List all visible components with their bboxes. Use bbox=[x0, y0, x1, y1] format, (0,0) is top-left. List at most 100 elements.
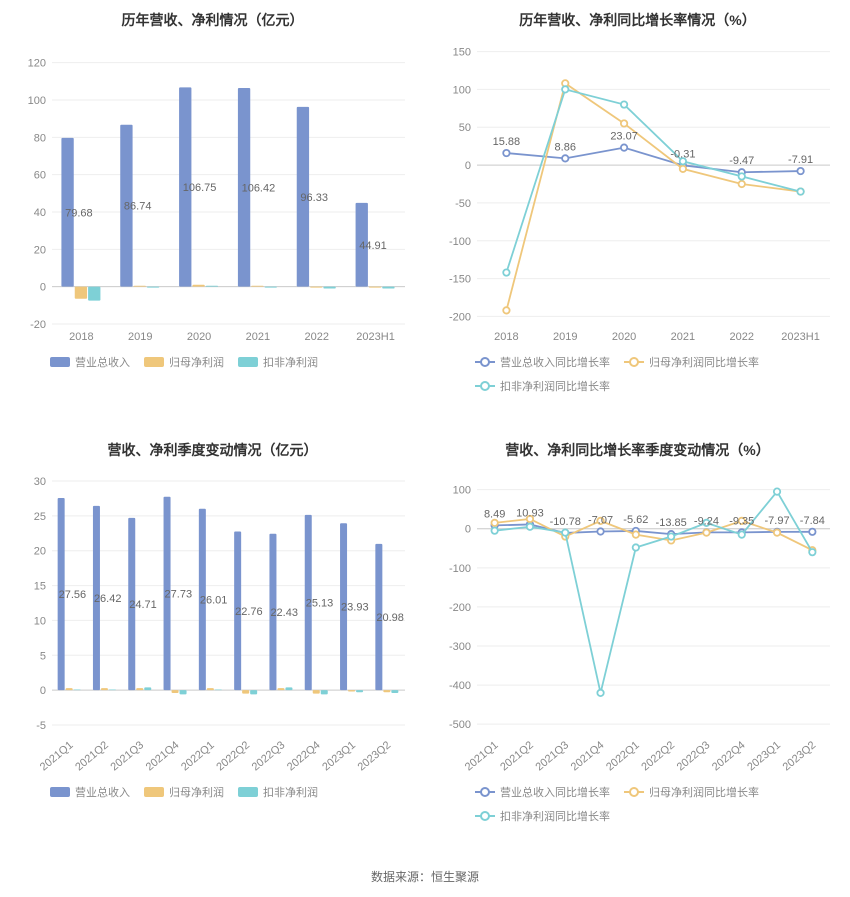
svg-text:2022Q2: 2022Q2 bbox=[639, 739, 677, 773]
legend-item: 营业总收入 bbox=[50, 354, 130, 370]
svg-text:2022: 2022 bbox=[730, 331, 754, 343]
svg-text:-20: -20 bbox=[30, 319, 46, 331]
chart-legend: 营业总收入 归母净利润 扣非净利润 bbox=[10, 348, 415, 370]
chart-area: -500-400-300-200-10001002021Q12021Q22021… bbox=[435, 468, 840, 778]
svg-text:2020: 2020 bbox=[612, 331, 636, 343]
svg-text:2021Q1: 2021Q1 bbox=[463, 739, 501, 773]
legend-item: 营业总收入同比增长率 bbox=[475, 784, 610, 800]
svg-text:10: 10 bbox=[34, 615, 46, 627]
svg-text:2021Q3: 2021Q3 bbox=[533, 739, 571, 773]
svg-text:25: 25 bbox=[34, 511, 46, 523]
chart-title: 历年营收、净利同比增长率情况（%） bbox=[435, 10, 840, 30]
chart-title: 营收、净利同比增长率季度变动情况（%） bbox=[435, 440, 840, 460]
svg-text:27.73: 27.73 bbox=[165, 588, 193, 600]
svg-text:20: 20 bbox=[34, 546, 46, 558]
legend-label: 营业总收入 bbox=[75, 784, 130, 800]
chart-area: -200-150-100-500501001502018201920202021… bbox=[435, 38, 840, 348]
svg-text:-200: -200 bbox=[449, 602, 471, 614]
svg-text:25.13: 25.13 bbox=[306, 598, 334, 610]
legend-swatch bbox=[50, 357, 70, 367]
legend-item: 归母净利润同比增长率 bbox=[624, 354, 759, 370]
svg-text:2021Q2: 2021Q2 bbox=[73, 739, 111, 773]
panel-bottom-left: 营收、净利季度变动情况（亿元） -50510152025302021Q12021… bbox=[0, 430, 425, 860]
svg-text:-7.84: -7.84 bbox=[800, 515, 825, 527]
svg-text:2020: 2020 bbox=[187, 331, 211, 343]
svg-text:106.42: 106.42 bbox=[242, 182, 276, 194]
legend-swatch bbox=[475, 361, 495, 363]
data-source-footer: 数据来源：恒生聚源 bbox=[0, 860, 850, 897]
svg-text:-9.24: -9.24 bbox=[694, 515, 719, 527]
svg-text:-5: -5 bbox=[36, 720, 46, 732]
svg-text:2021: 2021 bbox=[671, 331, 695, 343]
chart-legend: 营业总收入归母净利润扣非净利润 bbox=[10, 778, 415, 800]
svg-text:96.33: 96.33 bbox=[300, 192, 328, 204]
legend-item: 扣非净利润 bbox=[238, 354, 318, 370]
svg-text:2018: 2018 bbox=[494, 331, 518, 343]
svg-text:22.43: 22.43 bbox=[270, 607, 298, 619]
svg-text:2023Q1: 2023Q1 bbox=[320, 739, 358, 773]
chart-title: 历年营收、净利情况（亿元） bbox=[10, 10, 415, 30]
svg-text:-5.62: -5.62 bbox=[623, 514, 648, 526]
legend-item: 归母净利润同比增长率 bbox=[624, 784, 759, 800]
svg-text:100: 100 bbox=[28, 95, 46, 107]
legend-swatch bbox=[50, 787, 70, 797]
legend-label: 归母净利润 bbox=[169, 354, 224, 370]
svg-text:23.07: 23.07 bbox=[610, 131, 638, 143]
svg-text:2019: 2019 bbox=[128, 331, 152, 343]
svg-text:2018: 2018 bbox=[69, 331, 93, 343]
svg-text:-7.97: -7.97 bbox=[765, 515, 790, 527]
svg-text:2021Q1: 2021Q1 bbox=[38, 739, 76, 773]
svg-text:50: 50 bbox=[459, 122, 471, 134]
legend-label: 扣非净利润同比增长率 bbox=[500, 808, 610, 824]
legend-item: 营业总收入 bbox=[50, 784, 130, 800]
svg-text:-9.35: -9.35 bbox=[729, 515, 754, 527]
panel-top-left: 历年营收、净利情况（亿元） -2002040608010012020182019… bbox=[0, 0, 425, 430]
svg-text:-7.91: -7.91 bbox=[788, 154, 813, 166]
svg-text:15: 15 bbox=[34, 581, 46, 593]
legend-swatch bbox=[144, 787, 164, 797]
legend-swatch bbox=[475, 385, 495, 387]
svg-text:20: 20 bbox=[34, 244, 46, 256]
svg-text:27.56: 27.56 bbox=[59, 589, 87, 601]
svg-text:44.91: 44.91 bbox=[359, 240, 387, 252]
svg-text:2023H1: 2023H1 bbox=[781, 331, 820, 343]
legend-swatch bbox=[144, 357, 164, 367]
svg-text:-50: -50 bbox=[455, 198, 471, 210]
svg-text:2022Q3: 2022Q3 bbox=[675, 739, 713, 773]
legend-label: 扣非净利润 bbox=[263, 354, 318, 370]
svg-text:0: 0 bbox=[40, 282, 46, 294]
svg-text:2023Q1: 2023Q1 bbox=[745, 739, 783, 773]
svg-text:26.42: 26.42 bbox=[94, 593, 122, 605]
svg-text:23.93: 23.93 bbox=[341, 602, 369, 614]
legend-swatch bbox=[624, 791, 644, 793]
legend-label: 营业总收入同比增长率 bbox=[500, 354, 610, 370]
svg-text:5: 5 bbox=[40, 650, 46, 662]
svg-text:10.93: 10.93 bbox=[516, 507, 544, 519]
legend-label: 营业总收入 bbox=[75, 354, 130, 370]
legend-label: 归母净利润同比增长率 bbox=[649, 354, 759, 370]
legend-swatch bbox=[238, 787, 258, 797]
svg-text:-150: -150 bbox=[449, 274, 471, 286]
svg-text:0: 0 bbox=[40, 685, 46, 697]
svg-text:150: 150 bbox=[453, 47, 471, 59]
legend-swatch bbox=[475, 791, 495, 793]
svg-text:2022Q1: 2022Q1 bbox=[179, 739, 217, 773]
legend-swatch bbox=[475, 815, 495, 817]
svg-text:2022Q4: 2022Q4 bbox=[285, 739, 323, 773]
svg-text:-0.31: -0.31 bbox=[670, 148, 695, 160]
svg-text:-300: -300 bbox=[449, 641, 471, 653]
svg-text:20.98: 20.98 bbox=[376, 612, 404, 624]
svg-text:2021: 2021 bbox=[246, 331, 270, 343]
legend-item: 归母净利润 bbox=[144, 354, 224, 370]
svg-text:100: 100 bbox=[453, 84, 471, 96]
dashboard-grid: 历年营收、净利情况（亿元） -2002040608010012020182019… bbox=[0, 0, 850, 860]
chart-area: -200204060801001202018201920202021202220… bbox=[10, 38, 415, 348]
svg-text:86.74: 86.74 bbox=[124, 201, 152, 213]
svg-text:2022Q4: 2022Q4 bbox=[710, 739, 748, 773]
svg-text:-100: -100 bbox=[449, 563, 471, 575]
svg-text:2023Q2: 2023Q2 bbox=[781, 739, 819, 773]
svg-text:60: 60 bbox=[34, 170, 46, 182]
svg-text:0: 0 bbox=[465, 160, 471, 172]
svg-text:-9.47: -9.47 bbox=[729, 155, 754, 167]
legend-label: 营业总收入同比增长率 bbox=[500, 784, 610, 800]
